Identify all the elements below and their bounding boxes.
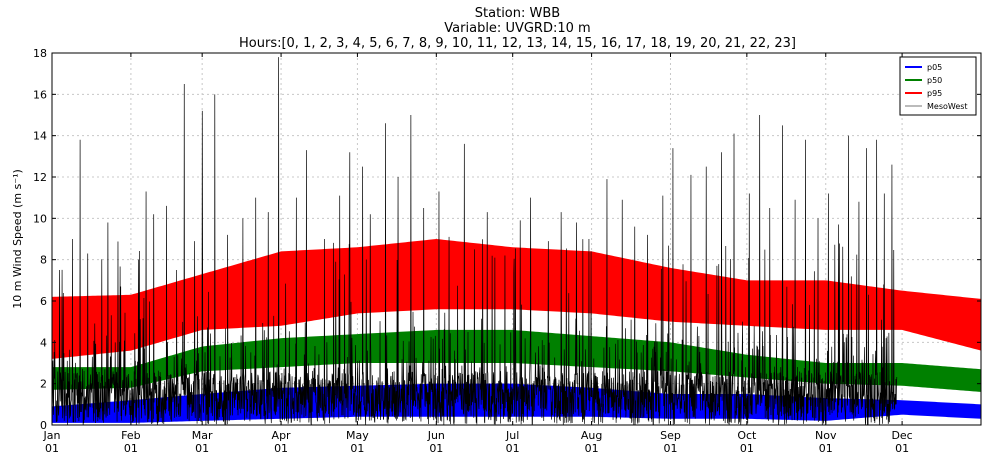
x-tick-label-month: Oct: [737, 429, 757, 442]
x-tick-label-day: 01: [663, 442, 677, 455]
chart-title-line-3: Hours:[0, 1, 2, 3, 4, 5, 6, 7, 8, 9, 10,…: [239, 36, 796, 51]
y-tick-label: 16: [33, 88, 47, 101]
x-tick-label-day: 01: [585, 442, 599, 455]
x-tick-label-day: 01: [195, 442, 209, 455]
y-tick-label: 6: [40, 295, 47, 308]
y-axis-label: 10 m Wind Speed (m s⁻¹): [11, 169, 24, 309]
y-tick-label: 14: [33, 130, 47, 143]
x-tick-label-month: Dec: [891, 429, 912, 442]
x-tick-label-month: May: [346, 429, 369, 442]
plot-frame: [51, 52, 982, 426]
y-tick-label: 4: [40, 336, 47, 349]
legend: p05 p50 p95 MesoWest: [899, 56, 977, 116]
band-p95: [52, 239, 981, 359]
chart-title-line-1: Station: WBB: [474, 6, 561, 21]
y-tick-label: 0: [40, 419, 47, 432]
axes: 024681012141618Jan01Feb01Mar01Apr01May01…: [33, 47, 981, 455]
x-tick-label-day: 01: [350, 442, 364, 455]
x-tick-label-month: Feb: [121, 429, 140, 442]
y-tick-label: 12: [33, 171, 47, 184]
x-tick-label-month: Sep: [660, 429, 681, 442]
legend-label-p95: p95: [927, 89, 942, 98]
legend-label-mesowest: MesoWest: [927, 102, 968, 111]
x-tick-label-day: 01: [506, 442, 520, 455]
x-tick-label-month: Mar: [192, 429, 213, 442]
x-tick-label-month: Jan: [43, 429, 61, 442]
x-tick-label-month: Jul: [505, 429, 519, 442]
x-tick-label-month: Apr: [272, 429, 292, 442]
series-mesowest: [51, 57, 898, 426]
x-tick-label-month: Jun: [427, 429, 445, 442]
x-tick-label-day: 01: [429, 442, 443, 455]
legend-label-p50: p50: [927, 76, 942, 85]
plot-data: [51, 57, 981, 426]
y-tick-label: 18: [33, 47, 47, 60]
x-tick-label-day: 01: [740, 442, 754, 455]
x-tick-label-month: Nov: [815, 429, 837, 442]
x-tick-label-day: 01: [819, 442, 833, 455]
y-tick-label: 2: [40, 378, 47, 391]
y-tick-label: 10: [33, 212, 47, 225]
legend-label-p05: p05: [927, 63, 942, 72]
x-tick-label-day: 01: [895, 442, 909, 455]
x-tick-label-day: 01: [124, 442, 138, 455]
chart-title-line-2: Variable: UVGRD:10 m: [444, 21, 591, 36]
y-tick-label: 8: [40, 254, 47, 267]
x-tick-label-day: 01: [45, 442, 59, 455]
x-tick-label-day: 01: [274, 442, 288, 455]
x-tick-label-month: Aug: [581, 429, 602, 442]
